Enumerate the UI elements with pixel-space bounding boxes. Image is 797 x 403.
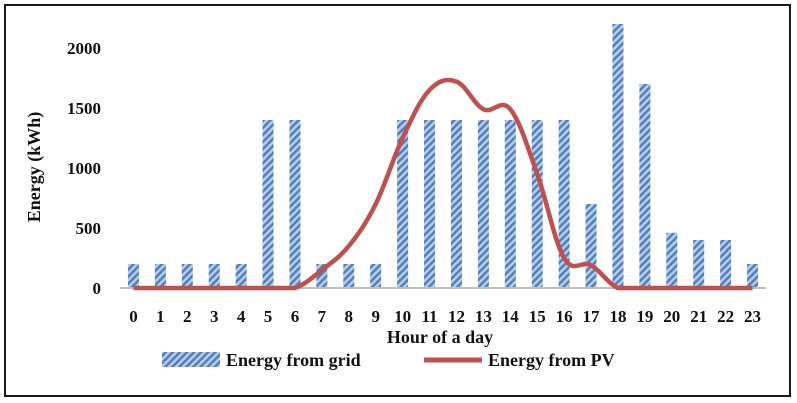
x-tick-4: 4 xyxy=(237,307,246,326)
x-tick-labels: 0 1 2 3 4 5 6 7 8 9 10 11 12 13 14 15 16 17 18 19 20 21 22 23 xyxy=(129,307,761,326)
legend: Energy from grid Energy from PV xyxy=(162,350,615,370)
x-tick-0: 0 xyxy=(129,307,138,326)
x-tick-15: 15 xyxy=(529,307,546,326)
pv-energy-line xyxy=(133,77,753,291)
bar-grid-hour-10 xyxy=(397,120,409,288)
bar-grid-hour-14 xyxy=(504,120,516,288)
bar-grid-hour-5 xyxy=(262,120,274,288)
x-tick-5: 5 xyxy=(264,307,273,326)
x-tick-7: 7 xyxy=(318,307,327,326)
x-tick-10: 10 xyxy=(394,307,411,326)
x-tick-9: 9 xyxy=(371,307,380,326)
y-tick-labels: 0 500 1000 1500 2000 xyxy=(67,39,101,298)
x-tick-19: 19 xyxy=(636,307,653,326)
legend-label-grid: Energy from grid xyxy=(226,350,361,370)
bar-grid-hour-12 xyxy=(450,120,462,288)
x-tick-12: 12 xyxy=(448,307,465,326)
bar-grid-hour-8 xyxy=(343,264,355,288)
bar-grid-hour-3 xyxy=(208,264,220,288)
x-tick-1: 1 xyxy=(156,307,165,326)
y-tick-1500: 1500 xyxy=(67,99,101,118)
x-tick-18: 18 xyxy=(609,307,626,326)
bar-grid-hour-2 xyxy=(181,264,193,288)
legend-label-pv: Energy from PV xyxy=(488,350,615,370)
x-tick-23: 23 xyxy=(744,307,761,326)
x-tick-22: 22 xyxy=(717,307,734,326)
x-tick-16: 16 xyxy=(556,307,573,326)
bar-grid-hour-23 xyxy=(747,264,759,288)
bar-grid-hour-9 xyxy=(370,264,382,288)
bar-grid-hour-7 xyxy=(316,264,328,288)
x-tick-14: 14 xyxy=(502,307,520,326)
bar-grid-hour-22 xyxy=(720,240,732,288)
x-tick-11: 11 xyxy=(422,307,438,326)
x-tick-13: 13 xyxy=(475,307,492,326)
x-tick-20: 20 xyxy=(663,307,680,326)
y-tick-500: 500 xyxy=(76,219,102,238)
bar-grid-hour-17 xyxy=(585,204,597,288)
y-axis-label: Energy (kWh) xyxy=(24,112,45,223)
y-tick-0: 0 xyxy=(93,279,102,298)
pv-line-layer xyxy=(133,77,753,291)
bar-grid-hour-19 xyxy=(639,84,651,288)
y-tick-1000: 1000 xyxy=(67,159,101,178)
bar-grid-hour-15 xyxy=(531,120,543,288)
x-tick-17: 17 xyxy=(583,307,601,326)
x-tick-8: 8 xyxy=(345,307,354,326)
x-axis-label: Hour of a day xyxy=(387,327,493,347)
grid-bars xyxy=(127,24,759,288)
y-tick-2000: 2000 xyxy=(67,39,101,58)
bar-grid-hour-21 xyxy=(693,240,705,288)
legend-swatch-grid xyxy=(162,352,220,367)
bar-grid-hour-16 xyxy=(558,120,570,288)
x-tick-6: 6 xyxy=(291,307,300,326)
bar-grid-hour-0 xyxy=(127,264,139,288)
bar-grid-hour-18 xyxy=(612,24,624,288)
x-tick-2: 2 xyxy=(183,307,192,326)
bar-grid-hour-20 xyxy=(666,232,678,288)
chart-frame xyxy=(4,4,791,397)
x-tick-3: 3 xyxy=(210,307,219,326)
bar-grid-hour-13 xyxy=(477,120,489,288)
bar-grid-hour-6 xyxy=(289,120,301,288)
bar-grid-hour-11 xyxy=(424,120,436,288)
bar-grid-hour-1 xyxy=(154,264,166,288)
x-tick-21: 21 xyxy=(690,307,707,326)
bar-grid-hour-4 xyxy=(235,264,247,288)
